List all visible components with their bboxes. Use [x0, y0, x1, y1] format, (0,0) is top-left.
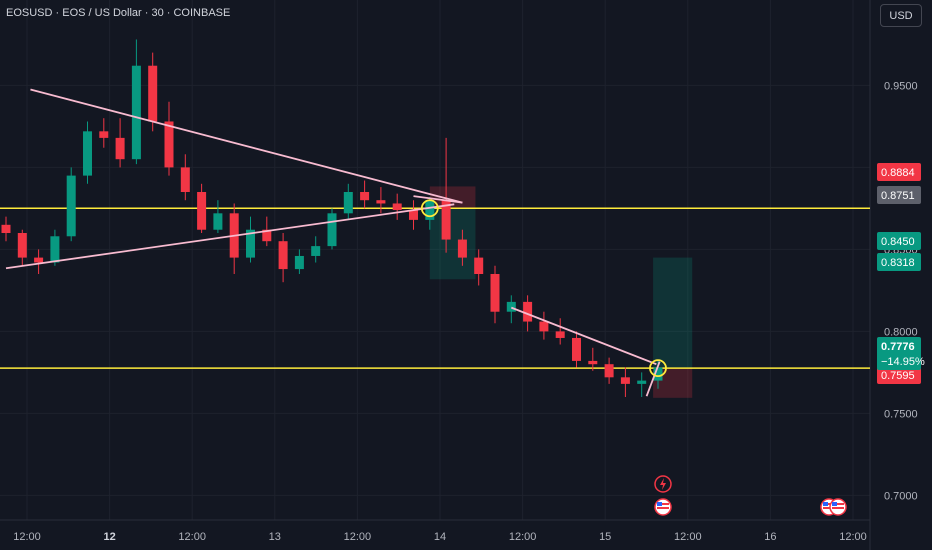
price-tag-bg [877, 366, 921, 384]
time-axis-label: 12:00 [839, 531, 867, 543]
lightning-event-icon[interactable] [654, 475, 672, 493]
trendline[interactable] [645, 361, 661, 397]
price-tag-bg [877, 186, 921, 204]
candle-body [294, 255, 304, 270]
candle-body [115, 137, 125, 160]
candle-body [555, 331, 565, 338]
horizontal-levels [0, 207, 870, 369]
time-axis-label: 12:00 [344, 531, 372, 543]
candle-body [620, 377, 630, 384]
candle-body [50, 236, 60, 263]
price-tag-bg [877, 163, 921, 181]
currency-button[interactable]: USD [880, 4, 922, 27]
trendline[interactable] [5, 203, 455, 270]
candle-body [246, 229, 255, 258]
candle-body [506, 301, 516, 312]
candle-body [262, 229, 272, 242]
candle-body [588, 360, 598, 365]
price-axis-label: 0.7000 [884, 490, 918, 502]
candle-body [213, 213, 223, 230]
time-axis-label: 12 [103, 531, 115, 543]
price-tags: 0.8884 0.8751 0.8450 0.8318 0.7595 0.7776 −14.… [877, 163, 925, 384]
time-axis-label: 13 [269, 531, 281, 543]
trendline[interactable] [30, 88, 463, 204]
position-stop-zone [429, 186, 476, 209]
price-tag-label: 0.7595 [881, 370, 915, 382]
candle-body [392, 203, 402, 211]
time-axis[interactable]: 12:00 12 12:00 13 12:00 14 12:00 15 12:00 16 12:00 [13, 531, 867, 543]
time-axis-label: 12:00 [509, 531, 537, 543]
markers [420, 199, 667, 378]
price-axis-label: 0.7500 [884, 408, 918, 420]
candle-body [637, 380, 647, 384]
price-tag-label: 0.8751 [881, 190, 915, 202]
time-axis-label: 14 [434, 531, 446, 543]
candle-body [278, 241, 288, 270]
time-axis-label: 15 [599, 531, 611, 543]
highlight-circle-marker[interactable] [649, 359, 667, 378]
price-tag-bg [877, 337, 921, 355]
candle-body [66, 175, 76, 237]
event-icons [654, 475, 847, 516]
price-tag-label: 0.8318 [881, 257, 915, 269]
us-flag-event-icon[interactable] [654, 498, 672, 516]
candle-body [604, 364, 614, 378]
price-tag-bg [877, 232, 921, 250]
position-zones [429, 186, 693, 398]
candle-body [376, 200, 386, 204]
candle-body [180, 167, 190, 192]
candle-body [34, 257, 44, 263]
price-axis-label: 0.9500 [884, 80, 918, 92]
candle-body [327, 213, 337, 247]
candle-body [197, 192, 207, 230]
time-axis-label: 16 [764, 531, 776, 543]
candle-body [539, 321, 549, 332]
candle-body [441, 200, 451, 240]
candle-body [490, 274, 500, 312]
trendline[interactable] [413, 195, 463, 204]
candle-body [409, 210, 418, 220]
time-axis-label: 12:00 [13, 531, 41, 543]
price-tag-label: −14.95% [881, 356, 925, 368]
position-target-zone [429, 208, 476, 280]
candle-body [343, 192, 353, 214]
candle-body [311, 246, 321, 256]
trendlines [5, 88, 661, 397]
price-axis-label: 0.8000 [884, 326, 918, 338]
trendline[interactable] [510, 306, 657, 366]
price-tag-label: 0.8884 [881, 167, 915, 179]
candle-body [83, 131, 92, 176]
candle-body [523, 301, 533, 322]
us-flag-event-icon[interactable] [829, 498, 847, 516]
candle-body [17, 233, 27, 258]
candle-body [360, 192, 370, 201]
candle-body [164, 121, 174, 168]
candle-body [1, 224, 11, 233]
candle-body [148, 65, 158, 122]
highlight-circle-marker[interactable] [420, 199, 439, 218]
candle-body [457, 239, 467, 258]
price-tag-label: 0.8450 [881, 236, 915, 248]
position-target-zone [653, 257, 693, 369]
candles [1, 39, 663, 397]
chart-title: EOSUSD · EOS / US Dollar · 30 · COINBASE [6, 7, 231, 19]
candle-body [99, 131, 109, 138]
candle-body [572, 337, 581, 361]
grid-lines [0, 0, 871, 550]
candle-body [131, 65, 141, 160]
candle-body [653, 367, 663, 381]
price-tag-bg [877, 253, 921, 271]
price-tag-label: 0.7776 [881, 341, 915, 353]
price-tag-bg [877, 352, 921, 370]
candle-body [425, 200, 435, 220]
time-axis-label: 12:00 [178, 531, 206, 543]
time-axis-label: 12:00 [674, 531, 702, 543]
candle-body [474, 257, 484, 274]
